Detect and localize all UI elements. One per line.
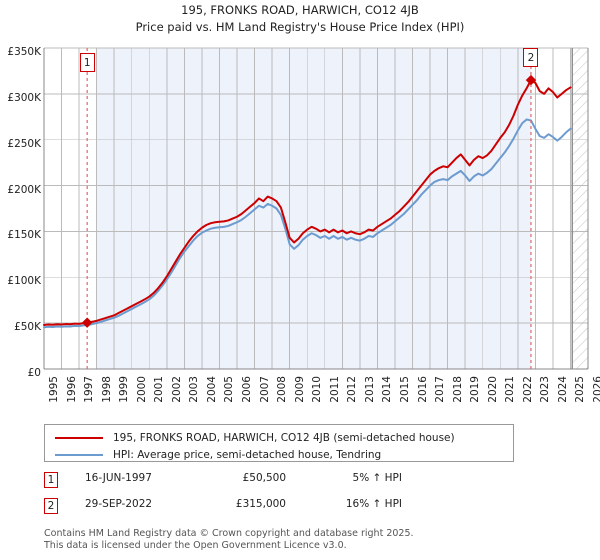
series-line-property (43, 79, 572, 326)
x-axis-tick-label: 2021 (504, 376, 517, 403)
legend-color-swatch (55, 436, 103, 439)
x-axis-tick-label: 2017 (434, 376, 447, 403)
series-line-hpi (43, 118, 572, 329)
legend-color-swatch (55, 453, 103, 456)
x-axis-tick-label: 2018 (451, 376, 464, 403)
sale-price: £50,500 (242, 472, 286, 484)
x-axis-labels: 1995 1996 1997 1998 1999 2000 2001 2002 2003 2004… (0, 374, 600, 418)
sale-price: £315,000 (235, 498, 286, 510)
x-axis-tick-label: 2019 (469, 376, 482, 403)
footer-line-1: Contains HM Land Registry data © Crown c… (44, 528, 414, 539)
sale-hpi-delta: 16% ↑ HPI (345, 498, 402, 510)
y-axis-tick-label: £250K (7, 137, 41, 150)
y-axis-tick-label: £200K (7, 183, 41, 196)
sales-history-table: 1 16-JUN-1997 £50,500 5% ↑ HPI 2 29-SEP-2022 £… (44, 470, 524, 522)
x-axis-tick-label: 2015 (398, 376, 411, 403)
sale-date: 16-JUN-1997 (85, 472, 152, 484)
x-axis-tick-label: 1995 (48, 376, 60, 403)
x-axis-tick-label: 2011 (328, 376, 341, 403)
sale-marker-diamond (525, 74, 537, 86)
x-axis-tick-label: 2010 (311, 376, 324, 403)
x-axis-tick-label: 2012 (346, 376, 359, 403)
legend-label: HPI: Average price, semi-detached house,… (113, 448, 382, 461)
x-axis-tick-label: 2024 (556, 376, 569, 403)
x-axis-tick-label: 1997 (83, 376, 96, 403)
x-axis-tick-label: 2001 (153, 376, 166, 403)
table-row[interactable]: 2 29-SEP-2022 £315,000 16% ↑ HPI (44, 496, 524, 522)
x-axis-tick-label: 2022 (521, 376, 534, 403)
page-subtitle: Price paid vs. HM Land Registry's House … (135, 20, 465, 34)
x-axis-tick-label: 2006 (241, 376, 254, 403)
x-axis-tick-label: 2007 (258, 376, 271, 403)
x-axis-tick-label: 2008 (276, 376, 289, 403)
x-axis-tick-label: 1996 (65, 376, 78, 403)
x-axis-tick-label: 2000 (135, 376, 148, 403)
chart-title-block: 195, FRONKS ROAD, HARWICH, CO12 4JB Pric… (0, 2, 600, 36)
y-axis-tick-label: £150K (7, 229, 41, 242)
legend-item: 195, FRONKS ROAD, HARWICH, CO12 4JB (sem… (45, 428, 455, 447)
y-axis-tick-label: £350K (7, 46, 41, 58)
page-title: 195, FRONKS ROAD, HARWICH, CO12 4JB (181, 3, 419, 17)
sale-marker-diamond (81, 317, 93, 328)
ownership-shaded-span (96, 48, 531, 369)
sale-index-badge: 1 (44, 472, 58, 488)
x-axis-tick-label: 1999 (118, 376, 131, 403)
x-axis-tick-label: 2009 (293, 376, 306, 403)
x-axis-tick-label: 2026 (592, 376, 600, 403)
legend-label: 195, FRONKS ROAD, HARWICH, CO12 4JB (sem… (113, 431, 455, 444)
sale-index-badge: 2 (44, 498, 58, 514)
x-axis-tick-label: 2020 (486, 376, 499, 403)
forecast-hatched-span (572, 48, 588, 369)
y-axis-tick-label: £100K (7, 275, 41, 288)
sale-marker-badge[interactable]: 2 (523, 48, 539, 67)
chart-svg (43, 47, 589, 370)
x-axis-tick-label: 2014 (381, 376, 394, 403)
x-axis-tick-label: 2005 (223, 376, 236, 403)
sale-date: 29-SEP-2022 (85, 498, 153, 510)
legend-item: HPI: Average price, semi-detached house,… (45, 445, 381, 464)
y-axis-tick-label: £50K (14, 321, 41, 334)
x-axis-tick-label: 2025 (574, 376, 587, 403)
sale-hpi-delta: 5% ↑ HPI (352, 472, 402, 484)
footer-line-2: This data is licensed under the Open Gov… (44, 539, 347, 551)
y-axis-labels: £0 £50K £100K £150K £200K £250K £300K £350K (0, 44, 41, 379)
table-row[interactable]: 1 16-JUN-1997 £50,500 5% ↑ HPI (44, 470, 524, 496)
x-axis-tick-label: 2004 (205, 376, 218, 403)
chart-legend: 195, FRONKS ROAD, HARWICH, CO12 4JB (sem… (44, 424, 514, 462)
x-axis-tick-label: 2003 (188, 376, 201, 403)
y-axis-tick-label: £300K (7, 91, 41, 104)
x-axis-tick-label: 2002 (170, 376, 183, 403)
x-axis-tick-label: 1998 (100, 376, 113, 403)
y-axis-tick-label: £0 (27, 367, 41, 379)
x-axis-tick-label: 2023 (539, 376, 552, 403)
x-axis-tick-label: 2016 (416, 376, 429, 403)
sale-marker-badge[interactable]: 1 (79, 53, 95, 72)
x-axis-tick-label: 2013 (363, 376, 376, 403)
footer-attribution: Contains HM Land Registry data © Crown c… (44, 528, 564, 551)
